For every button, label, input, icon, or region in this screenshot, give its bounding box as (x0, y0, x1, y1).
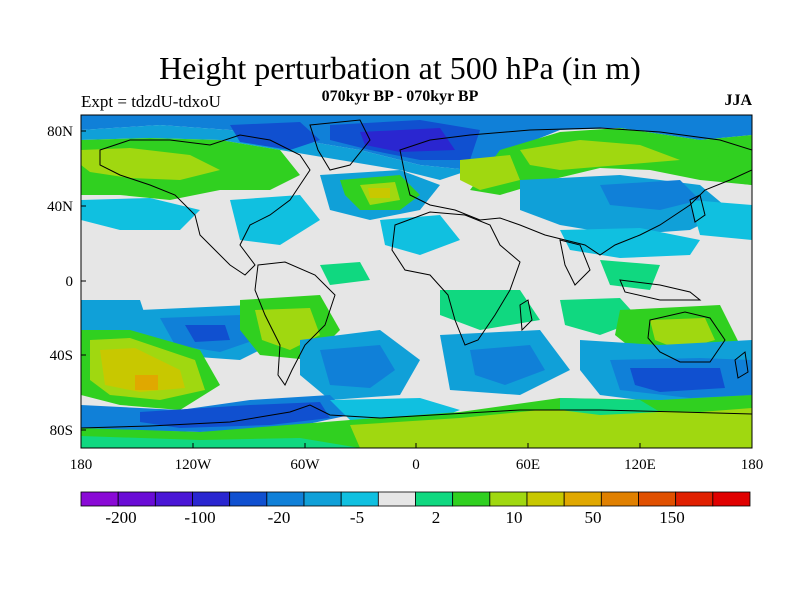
contour-region (520, 140, 680, 170)
experiment-label: Expt = tdzdU-tdxoU (81, 92, 221, 111)
season-label: JJA (724, 92, 752, 109)
colorbar-swatch (675, 491, 714, 507)
colorbar-label: -5 (350, 508, 364, 527)
lon-label: 180 (741, 457, 764, 473)
contour-region (140, 402, 330, 428)
contour-region (81, 198, 200, 230)
coastline-india (559, 239, 591, 286)
colorbar-swatch (340, 491, 379, 507)
contour-region (440, 290, 540, 330)
colorbar-swatch (229, 491, 268, 507)
colorbar-swatch (303, 491, 342, 507)
contour-region (650, 318, 715, 350)
contour-region (600, 260, 660, 290)
contour-region (81, 148, 220, 180)
contour-region (600, 180, 700, 210)
page-title: Height perturbation at 500 hPa (in m) (159, 50, 641, 86)
contour-region (81, 436, 360, 448)
colorbar-swatch (192, 491, 231, 507)
colorbar-swatch (377, 491, 416, 507)
lat-label: 40N (47, 199, 73, 215)
contour-region (470, 345, 545, 385)
contour-region (320, 345, 395, 388)
lon-label: 120E (624, 457, 656, 473)
coastline-north-america (99, 134, 311, 276)
colorbar-swatch (266, 491, 305, 507)
contour-region (560, 228, 700, 258)
lon-label: 120W (175, 457, 213, 473)
contour-region (380, 215, 460, 255)
colorbar-label: 50 (585, 508, 602, 527)
contour-region (630, 368, 725, 392)
contour-region (460, 155, 520, 190)
colorbar-swatch (452, 491, 491, 507)
lon-label: 180 (70, 457, 93, 473)
coastline-australia (647, 311, 726, 363)
colorbar-swatch (154, 491, 193, 507)
coastline-new-zealand (734, 351, 749, 379)
coastline-greenland (309, 119, 371, 171)
colorbar-label: -200 (105, 508, 136, 527)
contour-region (135, 375, 158, 390)
coastline-indonesia (619, 279, 702, 301)
contour-fill-layer (81, 115, 752, 448)
colorbar-swatch (117, 491, 156, 507)
contour-region (185, 325, 230, 342)
colorbar-label: 150 (659, 508, 685, 527)
contour-region (350, 408, 752, 448)
contour-region (360, 128, 455, 152)
lon-label: 60W (290, 457, 320, 473)
contour-region (230, 122, 320, 150)
coastline-antarctica (81, 404, 752, 429)
colorbar-swatch (80, 491, 119, 507)
colorbar-swatch (526, 491, 565, 507)
coastline-africa (391, 211, 521, 346)
subtitle: 070kyr BP - 070kyr BP (321, 88, 479, 105)
colorbar-swatch (600, 491, 639, 507)
colorbar-label: 10 (506, 508, 523, 527)
lat-label: 80S (50, 423, 73, 439)
coastline-eurasia (399, 127, 752, 256)
coastline-japan (689, 194, 706, 223)
colorbar-label: 2 (432, 508, 441, 527)
coastline-south-america (254, 261, 336, 386)
contour-region (320, 262, 370, 285)
colorbar-labels: -200 -100 -20 -5 2 10 50 150 (105, 508, 684, 527)
lat-label: 40S (50, 348, 73, 364)
colorbar-swatch (415, 491, 454, 507)
colorbar-label: -20 (268, 508, 291, 527)
contour-region (690, 200, 752, 240)
lon-label: 60E (516, 457, 540, 473)
colorbar-label: -100 (184, 508, 215, 527)
lat-label: 0 (66, 274, 74, 290)
contour-region (230, 195, 320, 245)
lon-label: 0 (412, 457, 420, 473)
colorbar-swatch (489, 491, 528, 507)
lon-labels: 180 120W 60W 0 60E 120E 180 (70, 457, 764, 473)
contour-region (81, 125, 470, 180)
contour-region (255, 308, 320, 350)
lat-label: 80N (47, 124, 73, 140)
colorbar-swatch (712, 491, 751, 507)
contour-region (368, 188, 390, 198)
colorbar-swatch (563, 491, 602, 507)
coastline-madagascar (519, 299, 533, 332)
colorbar-swatch (638, 491, 677, 507)
lat-labels: 80N 40N 0 40S 80S (47, 124, 73, 439)
axis-ticks (80, 130, 753, 448)
colorbar (80, 491, 751, 507)
contour-region (100, 348, 185, 392)
coastlines (81, 119, 752, 429)
